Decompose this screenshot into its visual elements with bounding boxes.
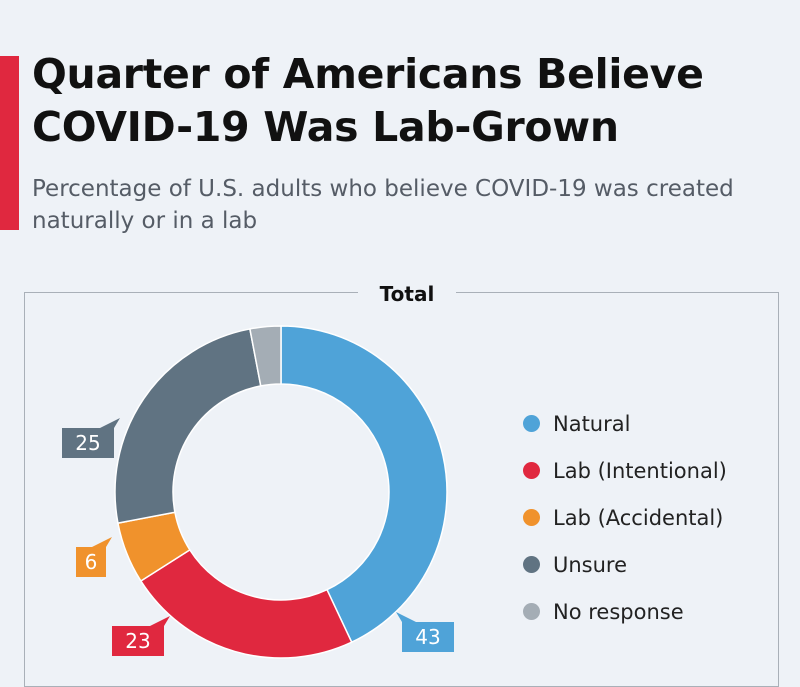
legend-label: Natural — [553, 411, 631, 436]
data-label-text: 43 — [415, 625, 440, 649]
legend-label: Lab (Intentional) — [553, 458, 727, 483]
slice-no-response — [249, 325, 282, 387]
legend-item-natural: Natural — [523, 400, 783, 447]
data-label-lab-accidental: 6 — [76, 537, 112, 577]
slice-unsure — [114, 328, 262, 524]
data-label-unsure: 25 — [62, 418, 120, 458]
legend-swatch — [523, 603, 540, 620]
legend-label: Lab (Accidental) — [553, 505, 724, 530]
legend-swatch — [523, 415, 540, 432]
legend-label: No response — [553, 599, 684, 624]
legend-item-lab-intentional: Lab (Intentional) — [523, 447, 783, 494]
legend: Natural Lab (Intentional) Lab (Accidental)… — [523, 400, 783, 635]
chart-subtitle: Percentage of U.S. adults who believe CO… — [32, 176, 734, 234]
accent-bar — [0, 56, 19, 230]
legend-swatch — [523, 462, 540, 479]
legend-item-unsure: Unsure — [523, 541, 783, 588]
legend-label: Unsure — [553, 552, 628, 577]
data-label-natural: 43 — [396, 612, 454, 652]
chart-title: Quarter of Americans Believe COVID-19 Wa… — [32, 50, 704, 151]
data-label-text: 25 — [75, 431, 100, 455]
data-label-text: 6 — [85, 550, 98, 574]
data-label-lab-intentional: 23 — [112, 616, 170, 656]
data-label-text: 23 — [125, 629, 150, 653]
slice-natural — [280, 325, 448, 644]
legend-swatch — [523, 509, 540, 526]
panel-title: Total — [358, 280, 456, 308]
legend-item-lab-accidental: Lab (Accidental) — [523, 494, 783, 541]
legend-swatch — [523, 556, 540, 573]
slice-lab-intentional — [139, 548, 353, 659]
legend-item-no-response: No response — [523, 588, 783, 635]
